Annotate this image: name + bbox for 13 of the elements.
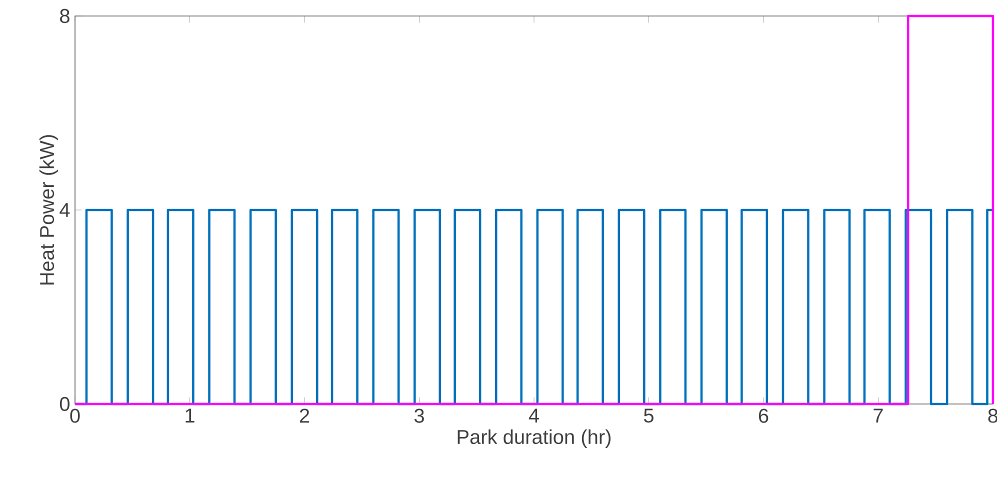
x-axis-title: Park duration (hr) [458, 429, 611, 448]
x-tick-label: 0 [70, 408, 80, 423]
x-tick-label: 1 [186, 408, 194, 422]
x-tick-label: 5 [644, 408, 654, 423]
y-tick-label: 4 [60, 203, 70, 217]
y-tick-label: 8 [60, 8, 70, 24]
y-axis-title: Heat Power (kW) [39, 135, 58, 284]
x-tick-label: 4 [528, 408, 539, 422]
x-tick-label: 2 [300, 408, 310, 423]
x-tick-label: 6 [758, 408, 768, 423]
x-tick-label: 3 [414, 408, 424, 423]
x-tick-label: 7 [874, 408, 883, 422]
y-tick-label: 0 [60, 396, 70, 412]
